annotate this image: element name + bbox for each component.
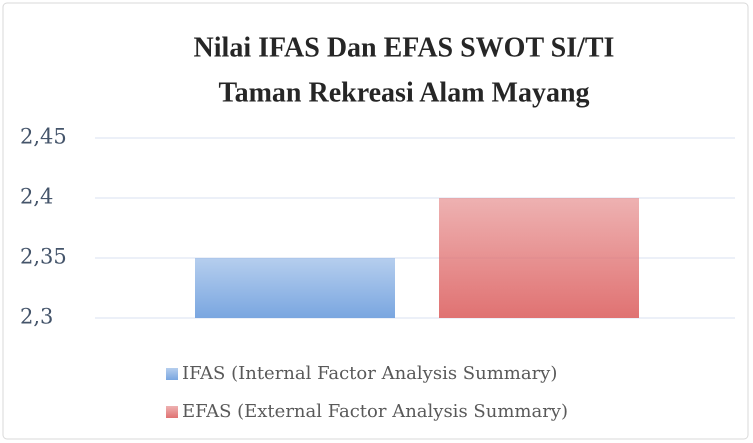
legend-swatch	[166, 406, 178, 418]
chart-title: Taman Rekreasi Alam Mayang	[218, 77, 589, 108]
chart-title: Nilai IFAS Dan EFAS SWOT SI/TI	[194, 32, 615, 63]
y-tick-label: 2,4	[20, 185, 53, 209]
legend-label: EFAS (External Factor Analysis Summary)	[182, 401, 568, 422]
legend-swatch	[166, 368, 178, 380]
bar	[439, 198, 639, 318]
legend-label: IFAS (Internal Factor Analysis Summary)	[182, 363, 557, 384]
y-tick-label: 2,45	[20, 125, 67, 149]
bar	[195, 258, 395, 318]
y-tick-label: 2,3	[20, 305, 53, 329]
y-tick-label: 2,35	[20, 245, 67, 269]
